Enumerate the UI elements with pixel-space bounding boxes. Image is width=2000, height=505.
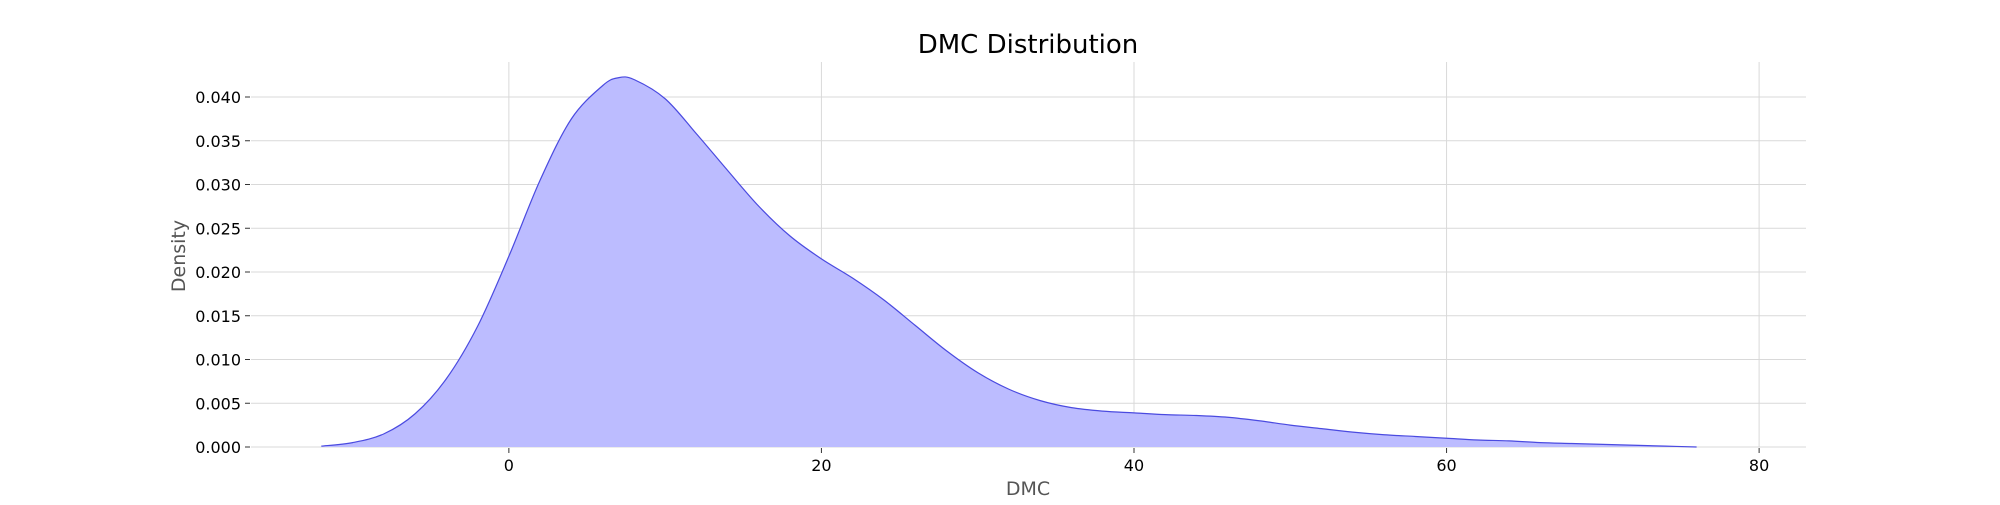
y-tick-label: 0.020 — [195, 263, 241, 282]
density-area-group — [321, 76, 1697, 448]
y-tick-label: 0.035 — [195, 132, 241, 151]
x-tick-label: 20 — [811, 456, 831, 475]
x-tick-label: 40 — [1124, 456, 1144, 475]
chart-title: DMC Distribution — [918, 30, 1139, 60]
density-curve-line — [321, 76, 1697, 448]
x-tick-label: 80 — [1749, 456, 1769, 475]
x-axis-label: DMC — [1006, 478, 1050, 500]
y-tick-label: 0.010 — [195, 351, 241, 370]
x-axis-ticks: 0 20 40 60 80 — [504, 448, 1769, 475]
x-tick-label: 0 — [504, 456, 514, 475]
density-area-fill — [321, 76, 1697, 447]
x-tick-label: 60 — [1436, 456, 1456, 475]
y-axis-ticks: 0.000 0.005 0.010 0.015 0.020 0.025 0.030 0.035… — [195, 88, 250, 457]
y-axis-label: Density — [168, 220, 190, 292]
y-tick-label: 0.025 — [195, 219, 241, 238]
y-tick-label: 0.040 — [195, 88, 241, 107]
y-tick-label: 0.005 — [195, 394, 241, 413]
y-tick-label: 0.030 — [195, 176, 241, 195]
y-tick-label: 0.015 — [195, 307, 241, 326]
y-tick-label: 0.000 — [195, 438, 241, 457]
